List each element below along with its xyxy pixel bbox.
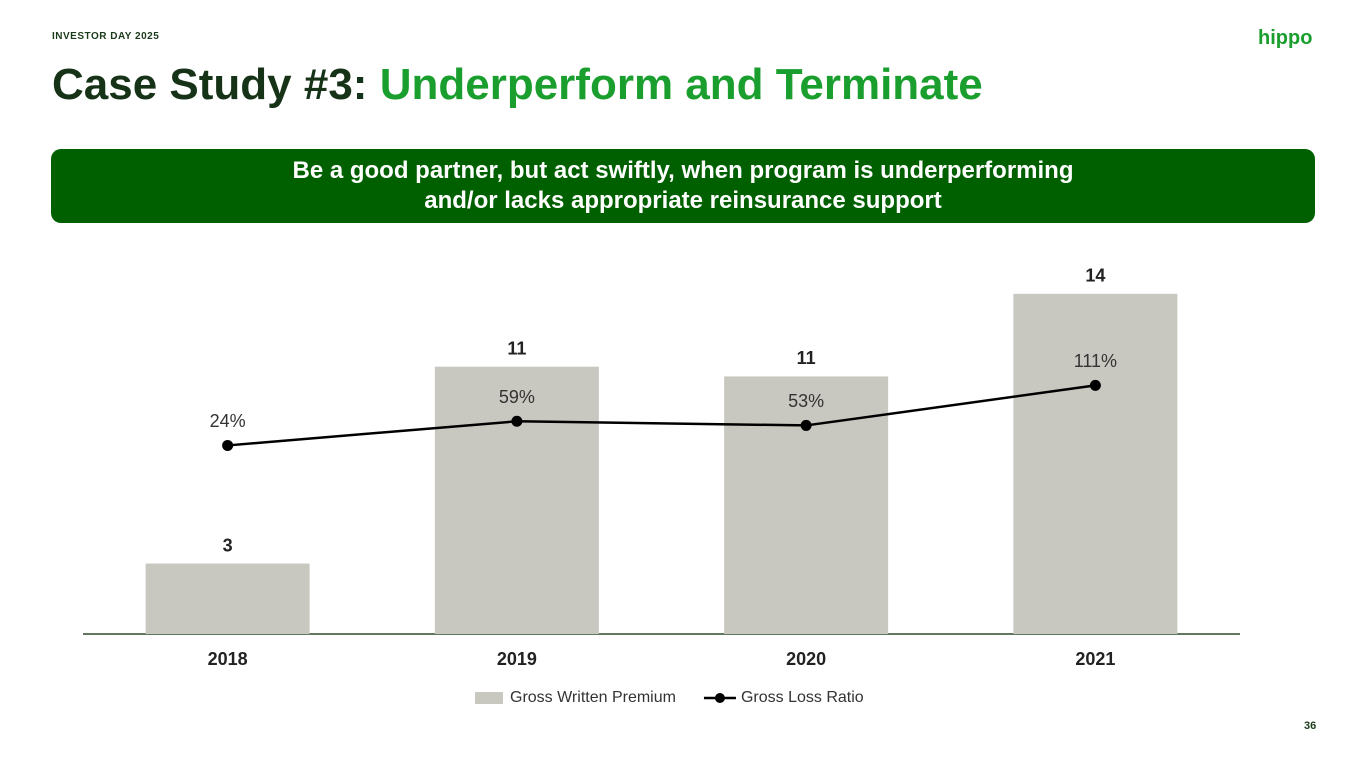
line-value-label: 24% <box>210 411 246 431</box>
bar-value-label: 11 <box>507 338 526 358</box>
line <box>227 384 1096 447</box>
line-value-label: 59% <box>499 387 535 407</box>
x-tick-label: 2019 <box>497 649 537 669</box>
line-point <box>222 439 234 451</box>
bar <box>724 376 889 634</box>
eyebrow: INVESTOR DAY 2025 <box>52 31 160 42</box>
line-point <box>511 415 523 427</box>
line-value-label: 53% <box>788 391 824 411</box>
bar <box>1013 293 1178 634</box>
title: Case Study #3: Underperform and Terminat… <box>52 60 983 110</box>
legend-label: Gross Written Premium <box>510 689 676 706</box>
banner-line: and/or lacks appropriate reinsurance sup… <box>424 187 942 214</box>
bar <box>145 563 310 634</box>
line-value-label: 111% <box>1074 351 1117 371</box>
x-tick-label: 2018 <box>208 649 248 669</box>
legend-swatch <box>714 693 725 703</box>
bar <box>434 366 599 634</box>
logo: hippo <box>1258 27 1313 49</box>
line-point <box>800 419 812 431</box>
bar-value-label: 11 <box>797 348 816 368</box>
title-highlight: Underperform and Terminate <box>379 60 983 109</box>
bar-value-label: 3 <box>223 535 233 555</box>
line-point <box>1089 379 1101 391</box>
banner-line: Be a good partner, but act swiftly, when… <box>292 157 1074 184</box>
x-tick-label: 2021 <box>1075 649 1115 669</box>
x-tick-label: 2020 <box>786 649 826 669</box>
page-number: 36 <box>1304 720 1317 732</box>
bar-value-label: 14 <box>1085 266 1105 286</box>
legend-swatch <box>475 692 503 704</box>
title-prefix: Case Study #3: <box>52 60 368 109</box>
banner: Be a good partner, but act swiftly, when… <box>51 149 1315 223</box>
legend-label: Gross Loss Ratio <box>741 689 864 706</box>
